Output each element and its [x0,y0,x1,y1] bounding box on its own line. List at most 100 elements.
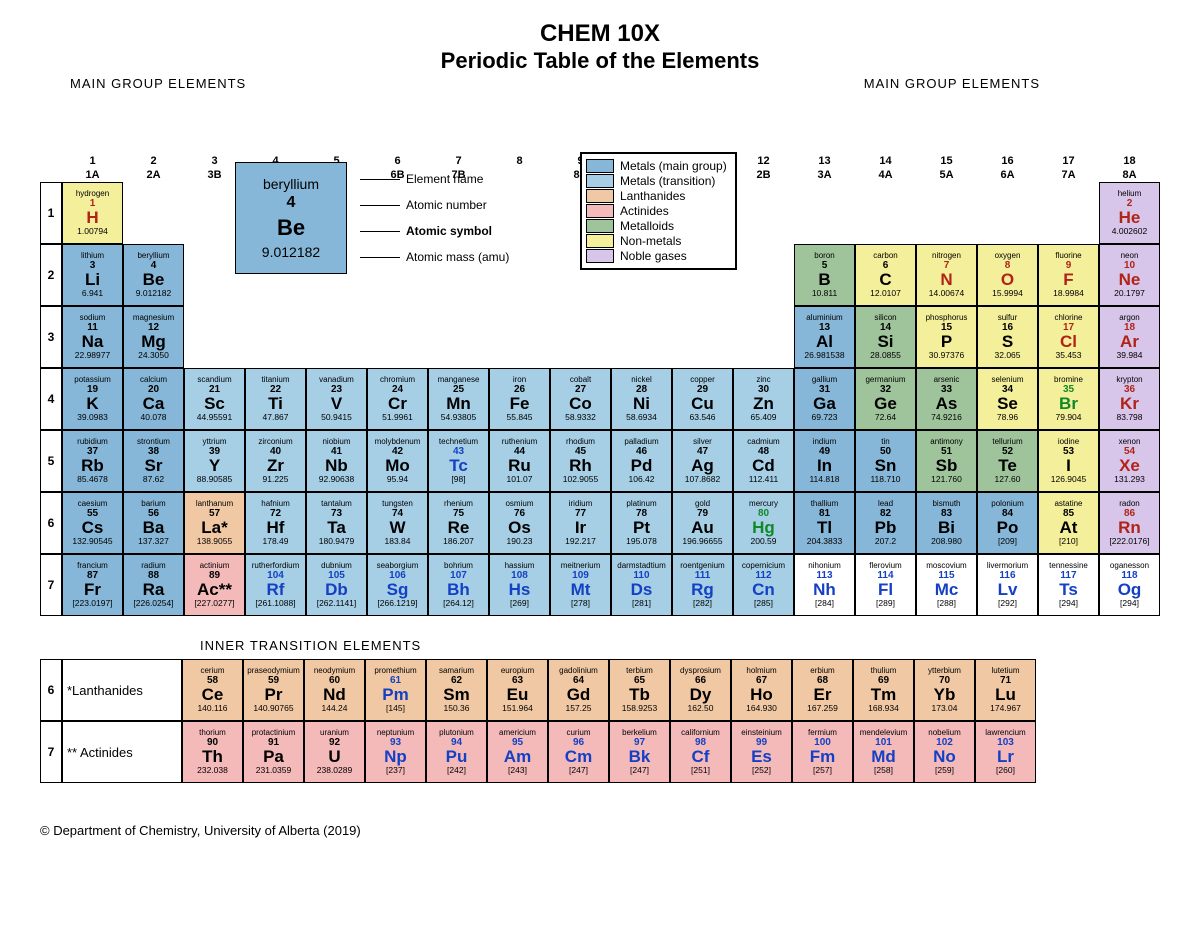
element-symbol: Gd [549,686,608,704]
element-mass: 112.411 [734,475,793,484]
period-number: 3 [40,306,62,368]
group-number: 15 [916,154,977,168]
element-cell: molybdenum42Mo95.94 [367,430,428,492]
element-symbol: Ta [307,519,366,537]
element-mass: [269] [490,599,549,608]
sample-symbol: Be [236,214,346,243]
element-mass: 63.546 [673,413,732,422]
element-symbol: Y [185,457,244,475]
element-cell: roentgenium111Rg[282] [672,554,733,616]
element-symbol: Rg [673,581,732,599]
element-symbol: Kr [1100,395,1159,413]
element-mass: 54.93805 [429,413,488,422]
element-symbol: U [305,748,364,766]
element-mass: 22.98977 [63,351,122,360]
element-symbol: Al [795,333,854,351]
element-symbol: Ra [124,581,183,599]
element-cell: potassium19K39.0983 [62,368,123,430]
element-mass: [278] [551,599,610,608]
element-symbol: Ti [246,395,305,413]
element-symbol: B [795,271,854,289]
element-cell: iron26Fe55.845 [489,368,550,430]
element-symbol: Db [307,581,366,599]
element-cell: flerovium114Fl[289] [855,554,916,616]
element-cell: barium56Ba137.327 [123,492,184,554]
element-cell: americium95Am[243] [487,721,548,783]
element-symbol: Br [1039,395,1098,413]
legend-label: Metals (transition) [620,174,715,188]
element-symbol: Ce [183,686,242,704]
element-mass: [223.0197] [63,599,122,608]
element-cell: krypton36Kr83.798 [1099,368,1160,430]
element-mass: 158.9253 [610,704,669,713]
element-cell: europium63Eu151.964 [487,659,548,721]
element-mass: [247] [549,766,608,775]
element-symbol: Pt [612,519,671,537]
element-symbol: Pm [366,686,425,704]
element-symbol: Fl [856,581,915,599]
element-mass: 126.9045 [1039,475,1098,484]
element-symbol: Es [732,748,791,766]
element-cell: oganesson118Og[294] [1099,554,1160,616]
element-mass: 208.980 [917,537,976,546]
element-mass: 186.207 [429,537,488,546]
element-cell: moscovium115Mc[288] [916,554,977,616]
element-cell: titanium22Ti47.867 [245,368,306,430]
element-cell: lanthanum57La*138.9055 [184,492,245,554]
element-mass: 50.9415 [307,413,366,422]
element-symbol: Mt [551,581,610,599]
element-symbol: W [368,519,427,537]
element-cell: sodium11Na22.98977 [62,306,123,368]
element-symbol: Ds [612,581,671,599]
element-cell: manganese25Mn54.93805 [428,368,489,430]
element-mass: 106.42 [612,475,671,484]
element-symbol: Mo [368,457,427,475]
element-cell: darmstadtium110Ds[281] [611,554,672,616]
element-mass: 88.90585 [185,475,244,484]
element-symbol: Fr [63,581,122,599]
actinide-row-label: ** Actinides [62,721,182,783]
element-mass: 231.0359 [244,766,303,775]
element-cell: thallium81Tl204.3833 [794,492,855,554]
element-mass: [252] [732,766,791,775]
element-symbol: Bi [917,519,976,537]
element-cell: radium88Ra[226.0254] [123,554,184,616]
element-symbol: V [307,395,366,413]
element-symbol: Po [978,519,1037,537]
element-symbol: Cr [368,395,427,413]
sample-number: 4 [236,193,346,214]
element-cell: carbon6C12.0107 [855,244,916,306]
element-symbol: Na [63,333,122,351]
element-cell: rubidium37Rb85.4678 [62,430,123,492]
element-cell: polonium84Po[209] [977,492,1038,554]
element-symbol: Pr [244,686,303,704]
element-mass: 127.60 [978,475,1037,484]
element-mass: [285] [734,599,793,608]
legend-swatch [586,189,614,203]
element-mass: 6.941 [63,289,122,298]
legend-row: Actinides [586,204,727,218]
element-mass: 18.9984 [1039,289,1098,298]
element-symbol: Xe [1100,457,1159,475]
element-cell: oxygen8O15.9994 [977,244,1038,306]
element-mass: [237] [366,766,425,775]
element-mass: 195.078 [612,537,671,546]
element-cell: neodymium60Nd144.24 [304,659,365,721]
element-mass: 138.9055 [185,537,244,546]
element-mass: 180.9479 [307,537,366,546]
element-cell: scandium21Sc44.95591 [184,368,245,430]
legend-swatch [586,174,614,188]
element-cell: holmium67Ho164.930 [731,659,792,721]
element-symbol: Nb [307,457,366,475]
element-mass: 173.04 [915,704,974,713]
inner-transition-grid: 6*Lanthanidescerium58Ce140.116praseodymi… [40,659,1160,783]
element-cell: arsenic33As74.9216 [916,368,977,430]
element-symbol: Se [978,395,1037,413]
element-cell: dubnium105Db[262.1141] [306,554,367,616]
element-symbol: He [1100,209,1159,227]
element-cell: iridium77Ir192.217 [550,492,611,554]
element-symbol: Ru [490,457,549,475]
element-cell: osmium76Os190.23 [489,492,550,554]
element-cell: tungsten74W183.84 [367,492,428,554]
element-cell: selenium34Se78.96 [977,368,1038,430]
